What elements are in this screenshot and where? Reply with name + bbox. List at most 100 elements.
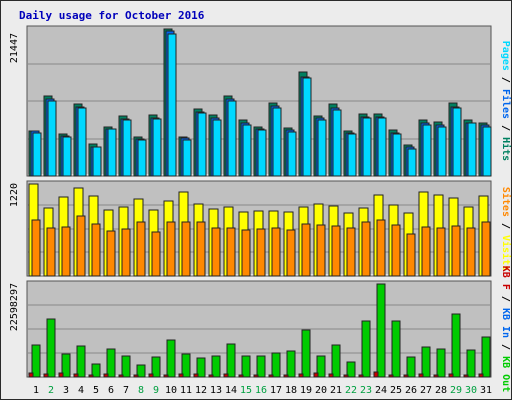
- hits-legend-separator: /: [500, 71, 511, 89]
- sites-bar: [61, 226, 71, 277]
- x-tick-label: 18: [285, 385, 297, 396]
- pages-bar: [122, 119, 132, 177]
- sites-bar: [196, 221, 206, 277]
- sites-bar: [346, 227, 356, 277]
- kb-f-bar: [463, 374, 469, 378]
- hits-legend: Pages / Files / Hits: [500, 41, 512, 161]
- kb-out-bar: [286, 350, 296, 378]
- kb-f-bar: [193, 373, 199, 378]
- sites-bar: [481, 221, 491, 277]
- pages-bar: [152, 118, 162, 177]
- x-tick-label: 22: [345, 385, 357, 396]
- x-tick-label: 31: [480, 385, 492, 396]
- kb-out-bar: [121, 355, 131, 378]
- pages-bar: [482, 126, 492, 177]
- kb-f-bar: [238, 374, 244, 378]
- sites-bar: [136, 221, 146, 277]
- kb-out-bar: [316, 355, 326, 378]
- sites-bar: [361, 221, 371, 277]
- x-tick-label: 27: [420, 385, 432, 396]
- x-tick-label: 11: [180, 385, 192, 396]
- kb-out-bar: [301, 329, 311, 378]
- kb-f-bar: [118, 374, 124, 378]
- x-tick-label: 26: [405, 385, 417, 396]
- kb-out-bar: [151, 356, 161, 378]
- x-tick-label: 15: [240, 385, 252, 396]
- kb-out-bar: [226, 343, 236, 378]
- x-tick-label: 25: [390, 385, 402, 396]
- kb-out-bar: [346, 361, 356, 378]
- kb-out-bar: [436, 348, 446, 378]
- x-tick-label: 7: [123, 385, 129, 396]
- pages-bar: [452, 107, 462, 177]
- x-tick-label: 13: [210, 385, 222, 396]
- kbytes-legend: KB F / KB In / KB Out: [500, 266, 511, 392]
- kb-f-bar: [163, 374, 169, 378]
- kb-f-bar: [448, 373, 454, 378]
- sites-bar: [121, 228, 131, 277]
- hits-legend-pages: Pages: [500, 41, 511, 71]
- x-tick-label: 2: [48, 385, 54, 396]
- kb-out-bar: [196, 357, 206, 378]
- visits-legend-separator: /: [500, 217, 511, 235]
- sites-bar: [91, 223, 101, 277]
- hits-legend-files: Files: [500, 89, 512, 119]
- x-tick-label: 30: [465, 385, 477, 396]
- x-tick-label: 9: [153, 385, 159, 396]
- kb-out-bar: [211, 355, 221, 378]
- pages-bar: [302, 77, 312, 177]
- x-tick-label: 3: [63, 385, 69, 396]
- pages-bar: [437, 126, 447, 177]
- kb-f-bar: [148, 373, 154, 378]
- sites-bar: [106, 230, 116, 277]
- kb-f-bar: [403, 374, 409, 378]
- pages-bar: [92, 146, 102, 177]
- pages-bar: [77, 107, 87, 177]
- sites-bar: [286, 229, 296, 277]
- pages-bar: [272, 107, 282, 177]
- x-tick-label: 12: [195, 385, 207, 396]
- visits-ymax-label: 1220: [9, 183, 20, 207]
- visits-legend: Sites / Visits: [500, 187, 512, 271]
- kb-f-bar: [343, 374, 349, 378]
- pages-bar: [107, 128, 117, 177]
- x-tick-label: 17: [270, 385, 282, 396]
- sites-bar: [466, 227, 476, 277]
- kb-f-bar: [223, 373, 229, 378]
- kb-out-bar: [46, 318, 56, 378]
- kb-out-bar: [241, 355, 251, 378]
- sites-bar: [316, 224, 326, 277]
- hits-legend-separator: /: [500, 119, 511, 137]
- sites-bar: [376, 219, 386, 277]
- sites-bar: [301, 223, 311, 277]
- kb-f-bar: [313, 372, 319, 378]
- kb-out-bar: [331, 344, 341, 378]
- kbytes-legend-kb-out: KB Out: [500, 356, 511, 392]
- x-tick-label: 4: [78, 385, 84, 396]
- kb-out-bar: [61, 353, 71, 378]
- kb-f-bar: [58, 372, 64, 378]
- pages-bar: [407, 148, 417, 177]
- pages-bar: [62, 136, 72, 177]
- sites-bar: [226, 227, 236, 277]
- sites-bar: [406, 233, 416, 277]
- x-tick-label: 28: [435, 385, 447, 396]
- kb-f-bar: [253, 374, 259, 378]
- x-tick-label: 8: [138, 385, 144, 396]
- sites-bar: [391, 224, 401, 277]
- kb-out-bar: [106, 348, 116, 378]
- pages-bar: [257, 129, 267, 177]
- kb-out-bar: [481, 336, 491, 378]
- sites-bar: [436, 227, 446, 277]
- kb-f-bar: [298, 373, 304, 378]
- kb-out-bar: [406, 356, 416, 378]
- x-tick-label: 10: [165, 385, 177, 396]
- sites-bar: [451, 225, 461, 277]
- sites-bar: [181, 221, 191, 277]
- pages-bar: [392, 133, 402, 177]
- kb-f-bar: [388, 374, 394, 378]
- x-tick-label: 5: [93, 385, 99, 396]
- pages-bar: [212, 119, 222, 177]
- kbytes-legend-separator: /: [500, 290, 511, 308]
